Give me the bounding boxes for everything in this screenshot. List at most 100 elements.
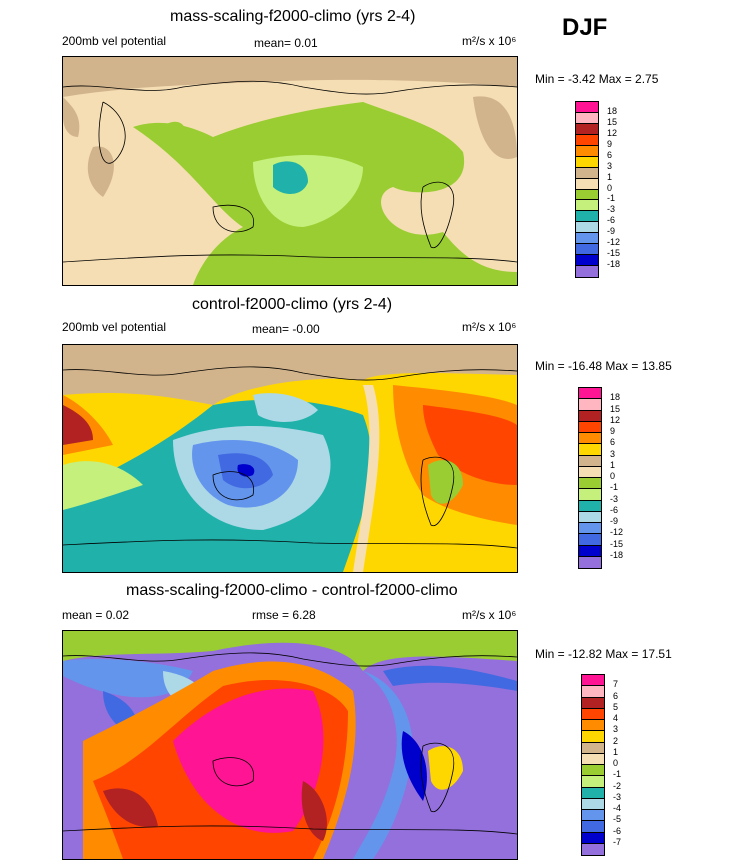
panel-3-minmax: Min = -12.82 Max = 17.51 [535, 647, 672, 661]
colorbar-swatch [582, 720, 604, 732]
panel-1-field-label: 200mb vel potential [62, 34, 167, 48]
colorbar-tick-label: 18 [607, 105, 618, 116]
colorbar-tick-label: 9 [610, 426, 616, 436]
colorbar-swatch [576, 178, 598, 190]
colorbar-swatch [582, 742, 604, 754]
colorbar-swatch [576, 145, 598, 157]
colorbar-swatch [576, 233, 598, 245]
colorbar-tick-label: -12 [607, 237, 621, 248]
panel-2-units: m²/s x 10⁶ [462, 320, 517, 334]
colorbar-swatch [582, 776, 604, 788]
colorbar-tick-label: -18 [610, 549, 624, 560]
colorbar-swatch [579, 545, 601, 557]
colorbar-swatch [579, 478, 601, 490]
panel-3-map [62, 630, 518, 860]
panel-2-colorbar [578, 387, 602, 569]
colorbar-tick-label: 0 [610, 471, 616, 481]
colorbar-swatch [579, 399, 601, 411]
panel-1-title: mass-scaling-f2000-climo (yrs 2-4) [170, 8, 416, 25]
season-label: DJF [562, 14, 608, 41]
colorbar-tick-label: -4 [613, 803, 622, 813]
panel-3-colorbar [581, 674, 605, 856]
colorbar-tick-label: -9 [610, 516, 619, 526]
colorbar-tick-label: 5 [613, 701, 619, 712]
colorbar-swatch [576, 156, 598, 168]
colorbar-tick-label: 4 [613, 713, 619, 723]
colorbar-swatch [582, 675, 604, 687]
panel-1-units: m²/s x 10⁶ [462, 34, 517, 48]
panel-3-rmse: rmse = 6.28 [252, 608, 316, 622]
colorbar-tick-label: -3 [607, 204, 616, 215]
colorbar-swatch [576, 222, 598, 234]
colorbar-tick-label: 2 [613, 735, 619, 746]
colorbar-swatch [576, 167, 598, 179]
colorbar-swatch [576, 200, 598, 212]
colorbar-tick-label: -2 [613, 780, 622, 791]
colorbar-swatch [579, 511, 601, 523]
colorbar-swatch [582, 832, 604, 844]
colorbar-swatch [582, 821, 604, 833]
colorbar-swatch [576, 211, 598, 223]
colorbar-swatch [576, 266, 598, 277]
colorbar-swatch [579, 421, 601, 433]
panel-3-mean: mean = 0.02 [62, 608, 130, 622]
colorbar-tick-label: 3 [607, 160, 613, 171]
colorbar-tick-label: 1 [610, 459, 616, 470]
colorbar-tick-label: -3 [610, 493, 619, 504]
colorbar-tick-label: -1 [610, 482, 619, 493]
colorbar-swatch [576, 112, 598, 124]
panel-1-mean: mean= 0.01 [254, 36, 318, 50]
colorbar-tick-label: -15 [607, 248, 621, 259]
colorbar-swatch [576, 189, 598, 201]
colorbar-tick-label: -1 [613, 769, 622, 780]
colorbar-swatch [576, 123, 598, 135]
panel-2-field-label: 200mb vel potential [62, 320, 167, 334]
colorbar-tick-label: 15 [607, 116, 618, 127]
colorbar-swatch [582, 686, 604, 698]
colorbar-swatch [579, 410, 601, 422]
colorbar-tick-label: 3 [610, 448, 616, 459]
colorbar-tick-label: 7 [613, 679, 619, 690]
colorbar-swatch [579, 534, 601, 546]
colorbar-swatch [576, 102, 598, 113]
colorbar-swatch [576, 255, 598, 267]
colorbar-tick-label: -1 [607, 193, 616, 204]
colorbar-tick-label: -7 [613, 836, 622, 847]
colorbar-tick-label: 9 [607, 138, 613, 149]
colorbar-tick-label: 12 [610, 414, 621, 425]
panel-1-colorbar [575, 101, 599, 278]
colorbar-swatch [579, 489, 601, 501]
colorbar-tick-label: -6 [607, 215, 616, 226]
colorbar-swatch [579, 556, 601, 568]
colorbar-tick-label: -5 [613, 814, 622, 825]
colorbar-tick-label: 6 [613, 690, 619, 701]
colorbar-swatch [582, 798, 604, 810]
colorbar-swatch [582, 810, 604, 822]
panel-2-mean: mean= -0.00 [252, 322, 320, 336]
colorbar-tick-label: -9 [607, 226, 616, 237]
colorbar-swatch [579, 500, 601, 512]
panel-1-minmax: Min = -3.42 Max = 2.75 [535, 72, 659, 86]
panel-2-minmax: Min = -16.48 Max = 13.85 [535, 359, 672, 373]
colorbar-tick-label: 0 [607, 182, 613, 193]
colorbar-tick-label: 1 [613, 746, 619, 757]
colorbar-swatch [582, 787, 604, 799]
colorbar-swatch [582, 697, 604, 709]
colorbar-tick-label: 6 [607, 149, 613, 160]
colorbar-tick-label: 1 [607, 171, 613, 182]
colorbar-tick-label: 3 [613, 724, 619, 735]
colorbar-swatch [582, 843, 604, 855]
colorbar-swatch [579, 444, 601, 456]
colorbar-swatch [582, 765, 604, 777]
colorbar-swatch [579, 433, 601, 445]
panel-1-map [62, 56, 518, 286]
panel-3-title: mass-scaling-f2000-climo - control-f2000… [126, 582, 458, 599]
colorbar-tick-label: 0 [613, 758, 619, 768]
panel-2-title: control-f2000-climo (yrs 2-4) [192, 296, 393, 313]
colorbar-tick-label: -3 [613, 791, 622, 802]
colorbar-swatch [576, 134, 598, 146]
colorbar-swatch [582, 731, 604, 743]
colorbar-tick-label: -12 [610, 527, 624, 538]
colorbar-tick-label: -6 [613, 825, 622, 836]
colorbar-tick-label: -6 [610, 504, 619, 515]
